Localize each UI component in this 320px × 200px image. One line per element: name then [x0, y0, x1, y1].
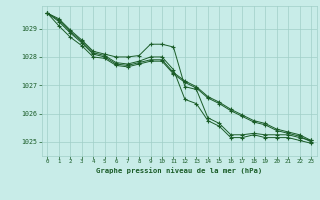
X-axis label: Graphe pression niveau de la mer (hPa): Graphe pression niveau de la mer (hPa) [96, 167, 262, 174]
